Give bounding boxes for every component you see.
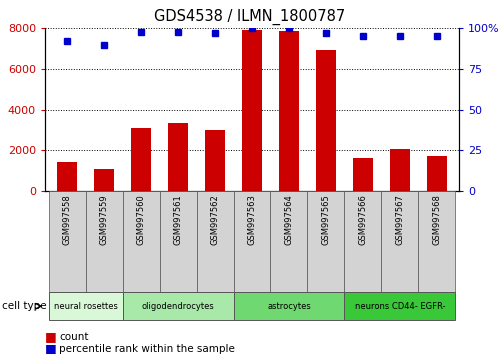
Bar — [94, 169, 114, 191]
Bar — [316, 50, 336, 191]
Bar — [390, 149, 410, 191]
Bar — [48, 292, 123, 320]
Bar — [234, 191, 270, 292]
Text: GSM997564: GSM997564 — [284, 194, 293, 245]
Text: count: count — [59, 332, 88, 342]
Bar — [57, 162, 77, 191]
Bar — [307, 191, 344, 292]
Bar — [344, 292, 456, 320]
Text: percentile rank within the sample: percentile rank within the sample — [59, 344, 235, 354]
Text: ■: ■ — [45, 342, 57, 354]
Bar — [353, 158, 373, 191]
Bar — [123, 191, 160, 292]
Text: GSM997559: GSM997559 — [100, 194, 109, 245]
Bar — [381, 191, 418, 292]
Bar — [344, 191, 381, 292]
Bar — [168, 123, 188, 191]
Text: GSM997562: GSM997562 — [211, 194, 220, 245]
Text: GSM997565: GSM997565 — [321, 194, 330, 245]
Bar — [242, 30, 262, 191]
Bar — [270, 191, 307, 292]
Text: GSM997560: GSM997560 — [137, 194, 146, 245]
Bar — [205, 130, 225, 191]
Text: cell type: cell type — [2, 301, 47, 311]
Text: astrocytes: astrocytes — [267, 302, 311, 311]
Text: neural rosettes: neural rosettes — [54, 302, 118, 311]
Bar — [427, 155, 447, 191]
Text: GSM997558: GSM997558 — [62, 194, 71, 245]
Bar — [197, 191, 234, 292]
Bar — [48, 191, 86, 292]
Text: GDS4538 / ILMN_1800787: GDS4538 / ILMN_1800787 — [154, 9, 345, 25]
Text: neurons CD44- EGFR-: neurons CD44- EGFR- — [355, 302, 445, 311]
Text: oligodendrocytes: oligodendrocytes — [142, 302, 215, 311]
Bar — [279, 32, 299, 191]
Bar — [234, 292, 344, 320]
Text: GSM997568: GSM997568 — [433, 194, 442, 245]
Text: ■: ■ — [45, 331, 57, 343]
Text: GSM997567: GSM997567 — [395, 194, 404, 245]
Text: GSM997561: GSM997561 — [174, 194, 183, 245]
Text: GSM997566: GSM997566 — [358, 194, 367, 245]
Bar — [86, 191, 123, 292]
Bar — [418, 191, 456, 292]
Bar — [123, 292, 234, 320]
Text: GSM997563: GSM997563 — [248, 194, 256, 245]
Bar — [160, 191, 197, 292]
Bar — [131, 128, 151, 191]
